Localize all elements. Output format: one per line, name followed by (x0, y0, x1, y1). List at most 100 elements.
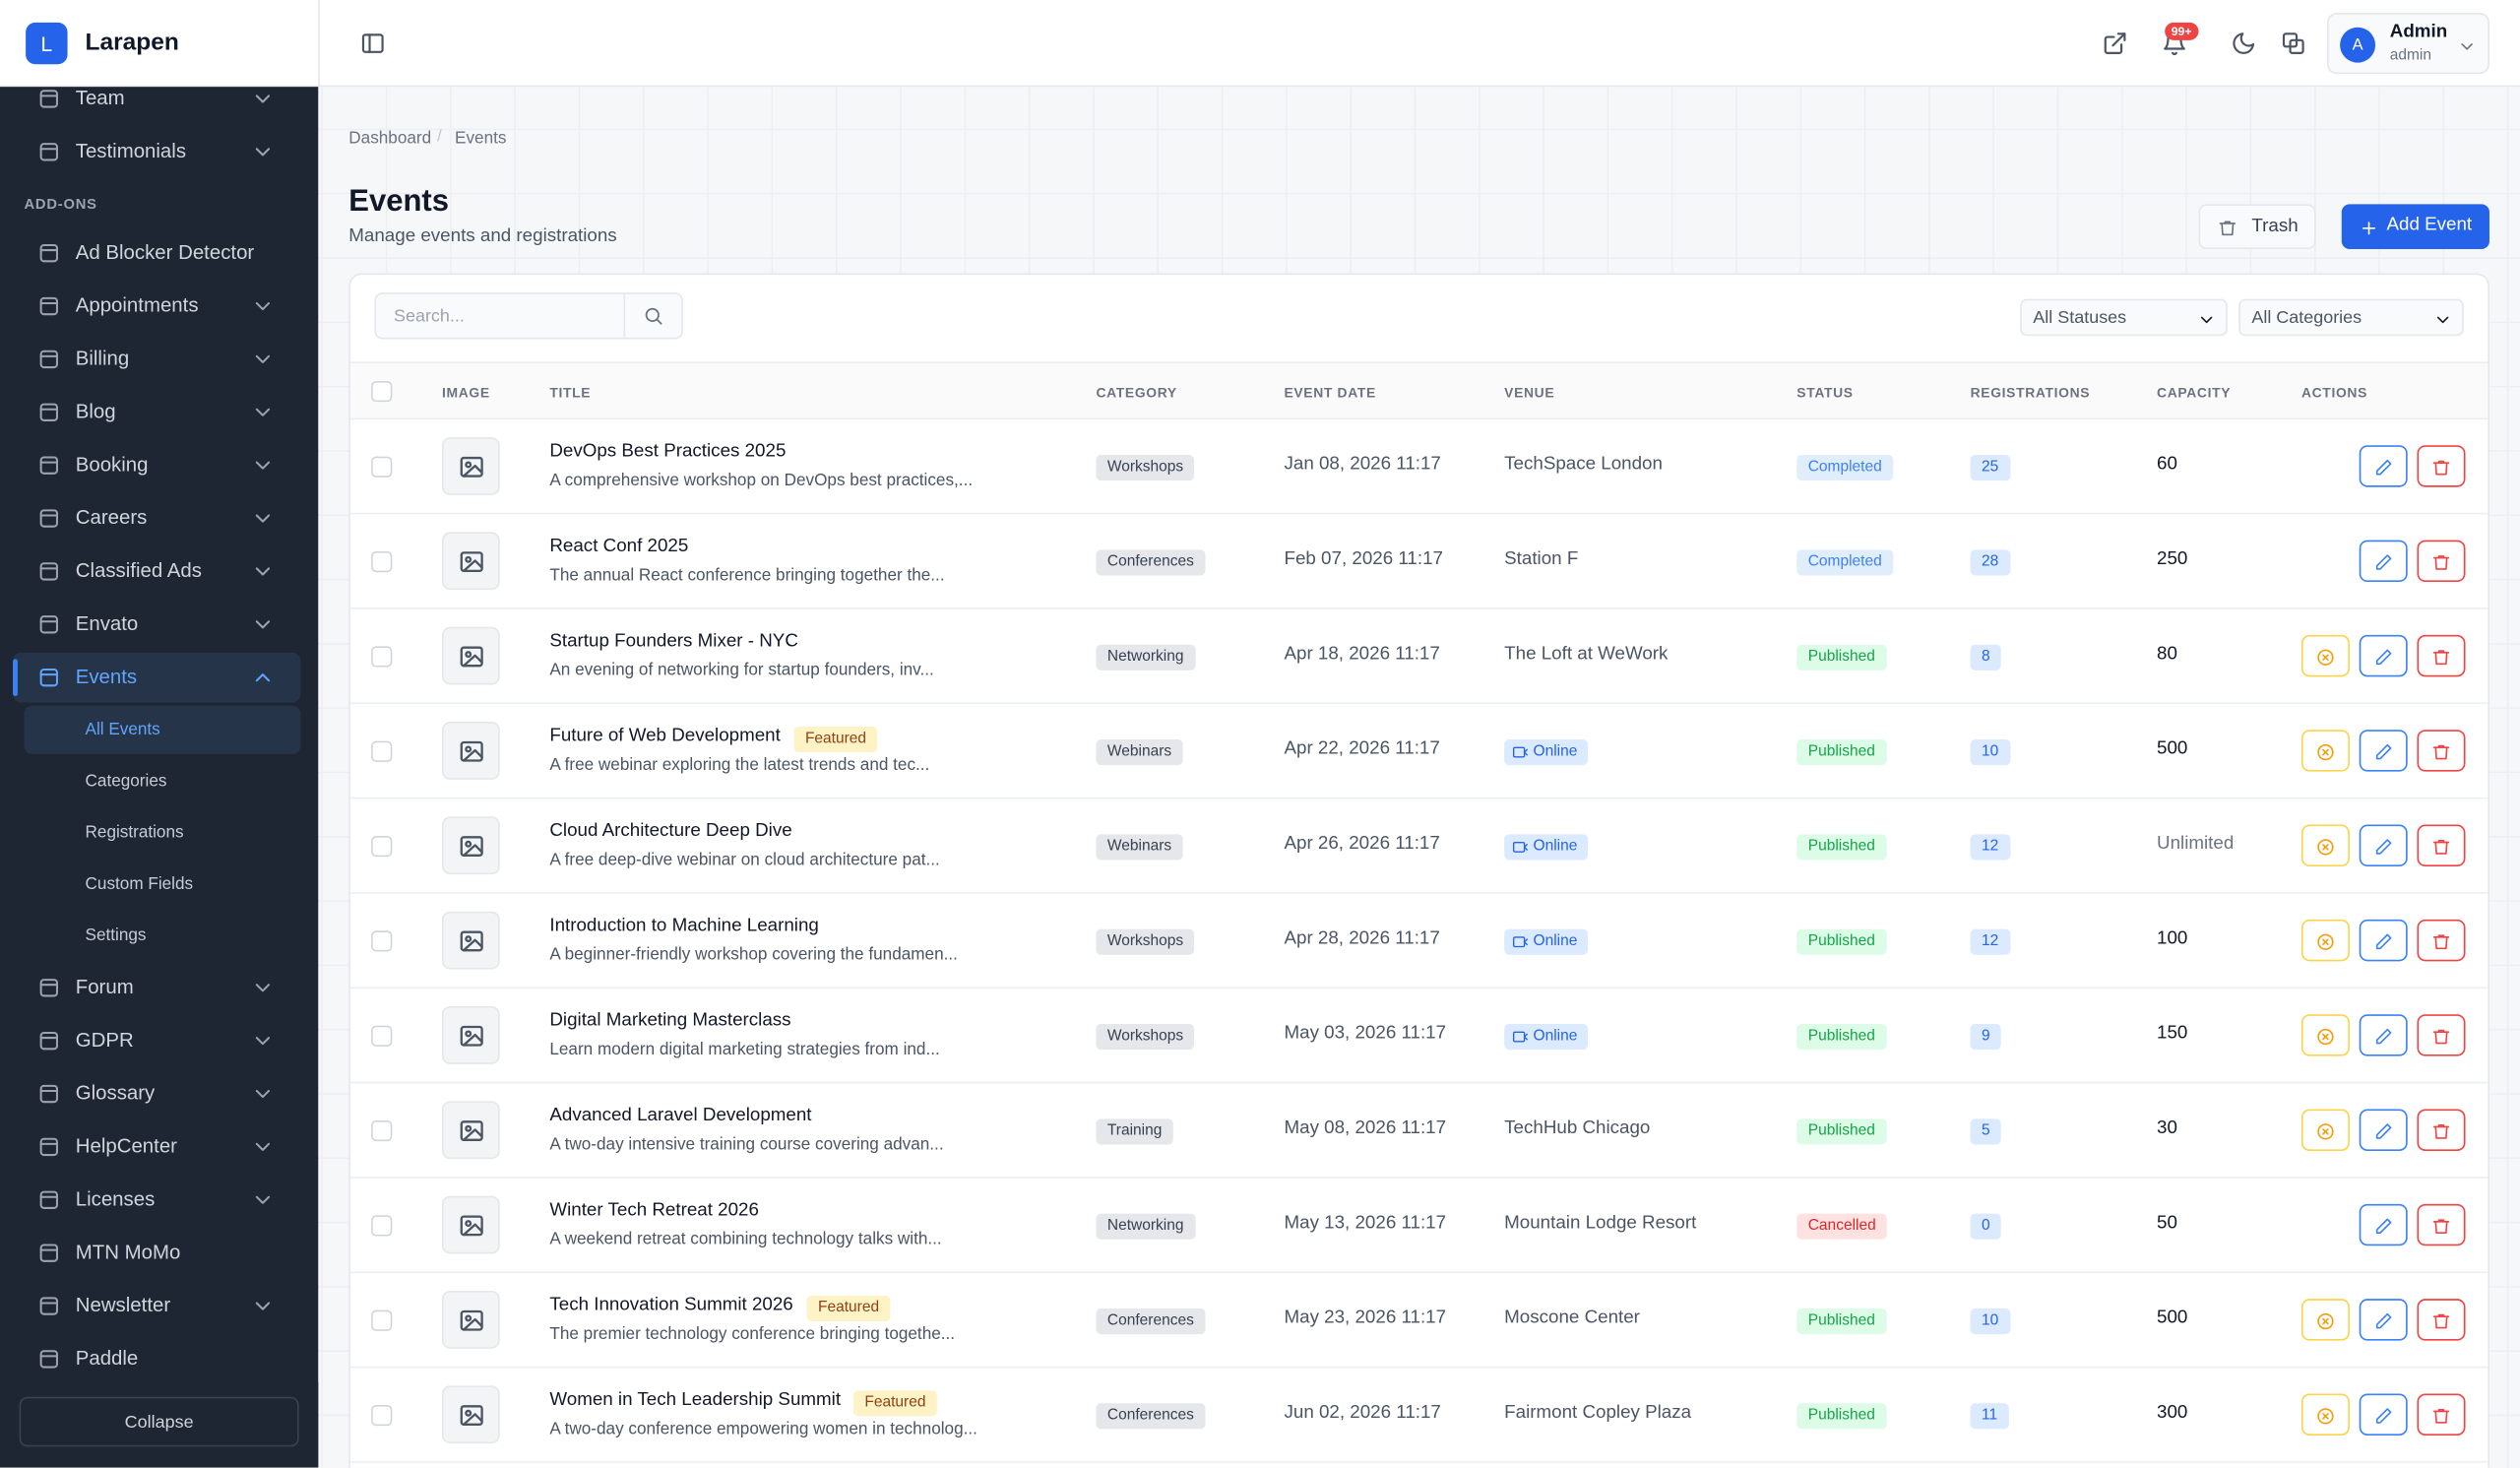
select-all-checkbox[interactable] (371, 381, 392, 402)
delete-button[interactable] (2418, 445, 2466, 486)
sidebar-item[interactable]: Envato (13, 600, 300, 650)
icon (2373, 1026, 2393, 1046)
sidebar-label: Events (76, 666, 137, 688)
event-title[interactable]: Tech Innovation Summit 2026 (549, 1296, 792, 1315)
delete-button[interactable] (2418, 1394, 2466, 1436)
row-checkbox[interactable] (371, 1026, 392, 1047)
sidebar-subitem[interactable]: All Events (24, 706, 300, 754)
sidebar-item[interactable]: Newsletter (13, 1281, 300, 1331)
category-badge: Workshops (1096, 1024, 1194, 1050)
delete-button[interactable] (2418, 1110, 2466, 1151)
sidebar-item[interactable]: Ad Blocker Detector (13, 228, 300, 279)
delete-button[interactable] (2418, 1014, 2466, 1055)
trash-button[interactable]: Trash (2198, 204, 2315, 249)
row-checkbox[interactable] (371, 457, 392, 478)
delete-button[interactable] (2418, 541, 2466, 582)
delete-button[interactable] (2418, 825, 2466, 866)
icon[interactable] (2281, 31, 2306, 56)
sidebar-item[interactable]: GDPR (13, 1016, 300, 1066)
icon[interactable] (2103, 31, 2128, 56)
event-title[interactable]: Future of Web Development (549, 727, 780, 746)
sidebar-item[interactable]: Licenses (13, 1175, 300, 1225)
sidebar-item[interactable]: Billing (13, 335, 300, 385)
search-box[interactable]: Search... (374, 292, 682, 339)
sidebar-item[interactable]: Paddle (13, 1334, 300, 1384)
cancel-button[interactable] (2301, 825, 2350, 866)
edit-button[interactable] (2360, 1110, 2408, 1151)
edit-button[interactable] (2360, 730, 2408, 771)
event-title[interactable]: React Conf 2025 (549, 537, 688, 556)
event-title[interactable]: Winter Tech Retreat 2026 (549, 1201, 759, 1221)
cancel-button[interactable] (2301, 635, 2350, 676)
row-checkbox[interactable] (371, 930, 392, 951)
icon-svg (1512, 1029, 1528, 1045)
sidebar-item[interactable]: Team (13, 87, 300, 124)
sidebar-item[interactable]: Careers (13, 493, 300, 543)
icon-svg (2373, 1407, 2393, 1427)
sidebar-subitem[interactable]: Custom Fields (24, 860, 300, 908)
delete-button[interactable] (2418, 730, 2466, 771)
sidebar-item[interactable]: Glossary (13, 1069, 300, 1119)
cancel-button[interactable] (2301, 730, 2350, 771)
row-checkbox[interactable] (371, 836, 392, 857)
user-role: admin (2390, 46, 2431, 64)
cancel-button[interactable] (2301, 1394, 2350, 1436)
cancel-button[interactable] (2301, 1299, 2350, 1340)
event-title[interactable]: Women in Tech Leadership Summit (549, 1390, 841, 1410)
edit-button[interactable] (2360, 541, 2408, 582)
row-checkbox[interactable] (371, 1215, 392, 1236)
brand-logo[interactable]: L (26, 23, 67, 64)
delete-button[interactable] (2418, 1204, 2466, 1245)
user-menu[interactable]: AAdminadmin (2327, 13, 2489, 74)
edit-button[interactable] (2360, 1014, 2408, 1055)
icon-svg (1512, 934, 1528, 950)
event-title[interactable]: Startup Founders Mixer - NYC (549, 632, 798, 652)
row-checkbox[interactable] (371, 1310, 392, 1331)
sidebar-item[interactable]: Events (13, 653, 300, 703)
notification-count[interactable]: 99+ (2165, 23, 2198, 40)
sidebar-item[interactable]: MTN MoMo (13, 1228, 300, 1278)
breadcrumb-item[interactable]: Dashboard (348, 129, 431, 149)
row-checkbox[interactable] (371, 646, 392, 667)
filter-select[interactable]: All Categories (2238, 299, 2464, 337)
sidebar-item[interactable]: Forum (13, 963, 300, 1013)
sidebar-item[interactable]: Appointments (13, 282, 300, 332)
sidebar-subitem[interactable]: Registrations (24, 808, 300, 857)
event-title[interactable]: Advanced Laravel Development (549, 1106, 811, 1125)
edit-button[interactable] (2360, 920, 2408, 961)
add-button[interactable]: Add Event (2342, 204, 2489, 249)
filter-select[interactable]: All Statuses (2020, 299, 2228, 337)
cancel-button[interactable] (2301, 1014, 2350, 1055)
edit-button[interactable] (2360, 635, 2408, 676)
row-checkbox[interactable] (371, 741, 392, 762)
edit-button[interactable] (2360, 1204, 2408, 1245)
row-checkbox[interactable] (371, 1405, 392, 1426)
breadcrumb-item[interactable]: Events (455, 129, 506, 149)
sidebar-subitem[interactable]: Settings (24, 912, 300, 960)
edit-button[interactable] (2360, 1299, 2408, 1340)
event-title[interactable]: Cloud Architecture Deep Dive (549, 821, 791, 841)
brand-name[interactable]: Larapen (86, 29, 179, 56)
event-title[interactable]: DevOps Best Practices 2025 (549, 442, 786, 462)
icon[interactable] (360, 31, 386, 56)
cancel-button[interactable] (2301, 1110, 2350, 1151)
delete-button[interactable] (2418, 635, 2466, 676)
row-checkbox[interactable] (371, 551, 392, 572)
icon[interactable] (2231, 31, 2256, 56)
sidebar-item[interactable]: Testimonials (13, 127, 300, 177)
row-checkbox[interactable] (371, 1120, 392, 1141)
event-title[interactable]: Introduction to Machine Learning (549, 917, 818, 936)
sidebar-item[interactable]: Classified Ads (13, 546, 300, 597)
edit-button[interactable] (2360, 445, 2408, 486)
cancel-button[interactable] (2301, 920, 2350, 961)
sidebar-subitem[interactable]: Categories (24, 757, 300, 805)
sidebar-item[interactable]: Blog (13, 387, 300, 437)
delete-button[interactable] (2418, 1299, 2466, 1340)
sidebar-item[interactable]: Booking (13, 440, 300, 490)
collapse-box[interactable]: Collapse (20, 1397, 299, 1447)
sidebar-item[interactable]: HelpCenter (13, 1122, 300, 1173)
edit-button[interactable] (2360, 825, 2408, 866)
delete-button[interactable] (2418, 920, 2466, 961)
edit-button[interactable] (2360, 1394, 2408, 1436)
event-title[interactable]: Digital Marketing Masterclass (549, 1011, 790, 1031)
